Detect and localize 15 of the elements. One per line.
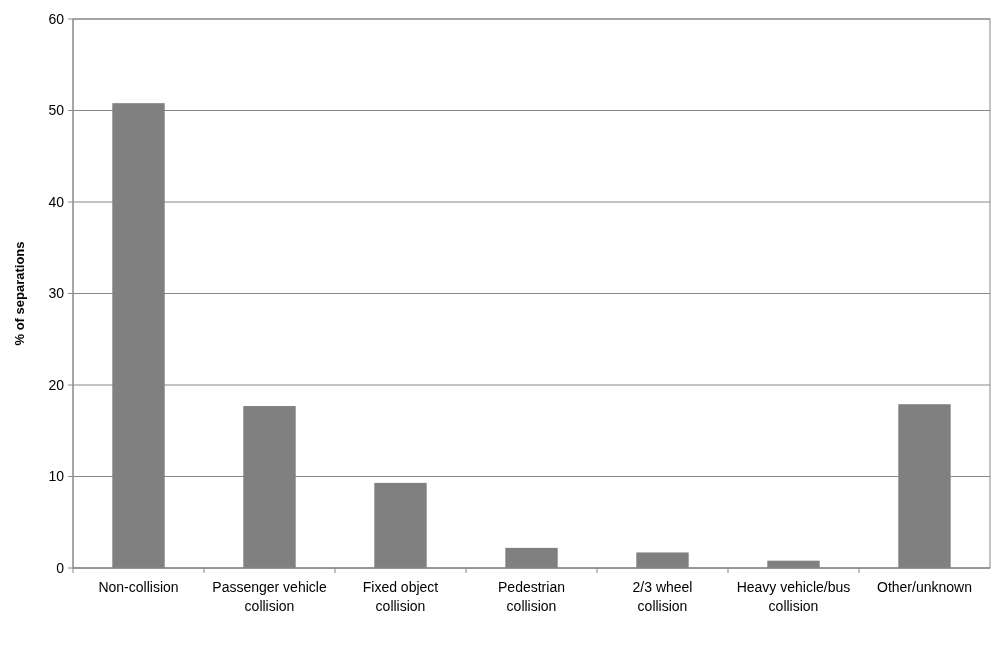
x-tick-label: Other/unknown [877, 579, 972, 595]
y-tick-label: 0 [56, 559, 65, 576]
x-tick-label: 2/3 wheel collision [632, 579, 693, 614]
x-tick-label: Pedestrian collision [498, 579, 565, 614]
y-tick-label: 40 [48, 193, 65, 210]
x-tick-label: Fixed object collision [362, 579, 439, 614]
x-tick-label: Non-collision [98, 579, 179, 595]
y-axis-title: % of separations [12, 241, 27, 346]
y-tick-label: 30 [48, 285, 65, 302]
y-tick-label: 60 [48, 10, 65, 27]
y-tick-label: 50 [48, 102, 65, 119]
x-tick-label: Heavy vehicle/bus collision [736, 579, 851, 614]
y-tick-label: 10 [48, 468, 65, 485]
x-tick-label: Passenger vehicle collision [212, 579, 327, 614]
y-tick-label: 20 [48, 376, 65, 393]
